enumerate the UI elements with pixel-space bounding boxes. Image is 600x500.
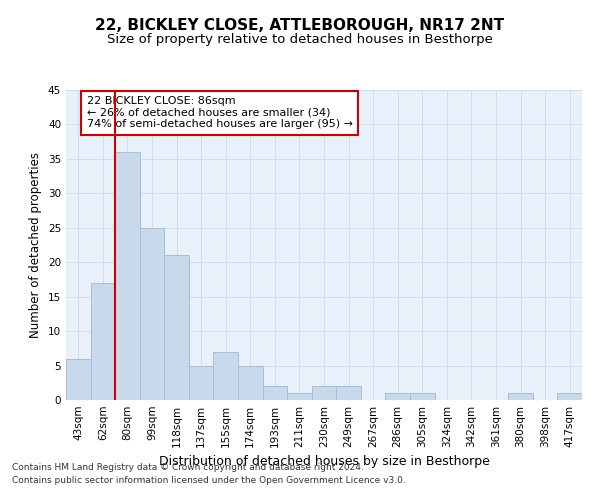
Bar [189, 366, 214, 400]
Bar [140, 228, 164, 400]
Y-axis label: Number of detached properties: Number of detached properties [29, 152, 43, 338]
Bar [410, 393, 434, 400]
Bar [508, 393, 533, 400]
Bar [385, 393, 410, 400]
Text: Contains public sector information licensed under the Open Government Licence v3: Contains public sector information licen… [12, 476, 406, 485]
Bar [336, 386, 361, 400]
Text: 22 BICKLEY CLOSE: 86sqm
← 26% of detached houses are smaller (34)
74% of semi-de: 22 BICKLEY CLOSE: 86sqm ← 26% of detache… [86, 96, 353, 130]
Bar [66, 358, 91, 400]
Bar [91, 283, 115, 400]
Bar [287, 393, 312, 400]
Bar [312, 386, 336, 400]
Bar [238, 366, 263, 400]
Text: 22, BICKLEY CLOSE, ATTLEBOROUGH, NR17 2NT: 22, BICKLEY CLOSE, ATTLEBOROUGH, NR17 2N… [95, 18, 505, 32]
X-axis label: Distribution of detached houses by size in Besthorpe: Distribution of detached houses by size … [158, 456, 490, 468]
Text: Size of property relative to detached houses in Besthorpe: Size of property relative to detached ho… [107, 32, 493, 46]
Bar [263, 386, 287, 400]
Bar [557, 393, 582, 400]
Bar [164, 256, 189, 400]
Bar [115, 152, 140, 400]
Text: Contains HM Land Registry data © Crown copyright and database right 2024.: Contains HM Land Registry data © Crown c… [12, 464, 364, 472]
Bar [214, 352, 238, 400]
